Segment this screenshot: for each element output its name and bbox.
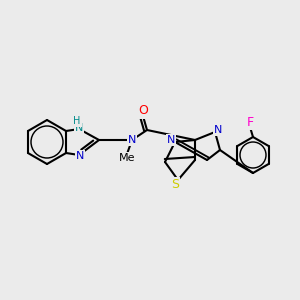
Text: N: N (214, 125, 222, 135)
Text: Me: Me (119, 153, 135, 163)
Text: F: F (246, 116, 254, 128)
Text: N: N (167, 135, 175, 145)
Text: N: N (76, 151, 84, 161)
Text: H: H (74, 116, 81, 126)
Text: N: N (75, 123, 83, 133)
Text: O: O (138, 104, 148, 118)
Text: S: S (171, 178, 179, 191)
Text: N: N (128, 135, 136, 145)
